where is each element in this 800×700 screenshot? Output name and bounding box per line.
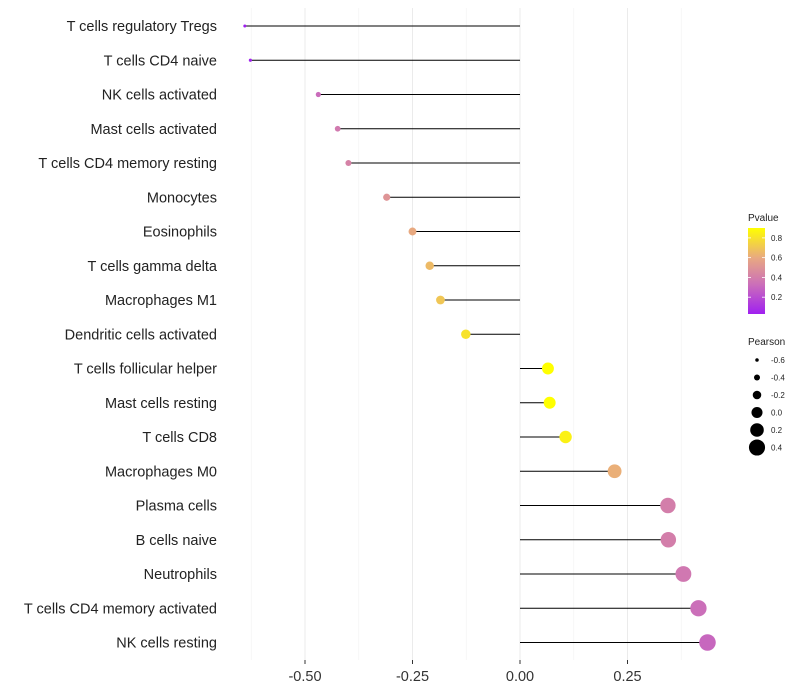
y-axis-label: Macrophages M1: [105, 293, 217, 309]
y-axis-label: T cells follicular helper: [74, 362, 217, 378]
pearson-legend-dot: [750, 423, 764, 437]
lollipop-point: [425, 261, 434, 270]
y-axis-label: Macrophages M0: [105, 464, 217, 480]
y-axis-label: Dendritic cells activated: [65, 327, 217, 343]
y-axis-label: B cells naive: [136, 533, 217, 549]
pearson-legend-dot: [748, 439, 766, 456]
grid-lines: [250, 8, 682, 660]
y-axis-labels: T cells regulatory Tregs T cells CD4 naiv…: [24, 19, 218, 652]
pvalue-legend-label: 0.2: [771, 293, 783, 302]
lollipop-point: [383, 193, 391, 201]
y-axis-label: Eosinophils: [143, 225, 217, 241]
y-axis-label: NK cells resting: [116, 636, 217, 652]
y-axis-label: Plasma cells: [136, 499, 217, 515]
lollipop-point: [436, 295, 445, 305]
lollipop-point: [675, 566, 692, 582]
pearson-legend-dot: [755, 358, 759, 362]
pearson-legend-title: Pearson: [748, 337, 785, 348]
pearson-legend-label: 0.2: [771, 426, 783, 435]
lollipop-stems: [244, 25, 708, 643]
x-axis-ticks: -0.50 -0.25 0.00 0.25: [288, 660, 642, 685]
lollipop-point: [243, 24, 247, 28]
lollipop-point: [345, 159, 352, 167]
pearson-legend-label: -0.2: [771, 391, 785, 400]
y-axis-label: T cells CD4 memory resting: [38, 156, 217, 172]
pvalue-legend-label: 0.8: [771, 234, 783, 243]
pvalue-colorbar: [748, 228, 765, 314]
lollipop-point: [542, 362, 554, 375]
x-tick-label: 0.00: [506, 669, 534, 685]
x-tick-label: 0.25: [613, 669, 641, 685]
pvalue-legend: Pvalue 0.2 0.4 0.6 0.8: [748, 213, 783, 314]
pearson-legend-label: -0.6: [771, 356, 785, 365]
lollipop-points: [243, 24, 716, 651]
pearson-legend-label: 0.4: [771, 444, 783, 453]
y-axis-label: Mast cells activated: [90, 122, 217, 138]
y-axis-label: T cells CD8: [142, 430, 217, 446]
y-axis-label: T cells regulatory Tregs: [67, 19, 217, 35]
lollipop-point: [660, 532, 677, 548]
y-axis-label: Neutrophils: [144, 567, 217, 583]
y-axis-label: Monocytes: [147, 190, 217, 206]
lollipop-point: [334, 125, 341, 132]
pearson-legend-label: -0.4: [771, 374, 785, 383]
lollipop-point: [559, 430, 572, 444]
pearson-legend-dot: [752, 390, 762, 400]
pearson-legend: Pearson -0.6 -0.4 -0.2 0.0 0.2 0.4: [748, 337, 785, 456]
lollipop-point: [461, 329, 471, 339]
y-axis-label: T cells CD4 naive: [104, 53, 217, 69]
y-axis-label: NK cells activated: [102, 88, 217, 104]
pearson-legend-label: 0.0: [771, 409, 783, 418]
lollipop-point: [315, 91, 321, 98]
pearson-legend-dot: [751, 406, 763, 419]
pvalue-legend-title: Pvalue: [748, 213, 779, 224]
x-tick-label: -0.25: [396, 669, 429, 685]
y-axis-label: T cells CD4 memory activated: [24, 601, 217, 617]
lollipop-point: [607, 464, 622, 479]
y-axis-label: T cells gamma delta: [88, 259, 218, 275]
pvalue-legend-label: 0.6: [771, 254, 783, 263]
pearson-legend-dot: [753, 374, 761, 381]
lollipop-point: [248, 58, 252, 62]
lollipop-point: [660, 497, 676, 514]
lollipop-point: [699, 634, 716, 651]
lollipop-point: [543, 396, 556, 409]
y-axis-label: Mast cells resting: [105, 396, 217, 412]
x-tick-label: -0.50: [288, 669, 321, 685]
pvalue-legend-label: 0.4: [771, 273, 783, 282]
lollipop-point: [690, 600, 707, 617]
lollipop-point: [408, 227, 417, 236]
